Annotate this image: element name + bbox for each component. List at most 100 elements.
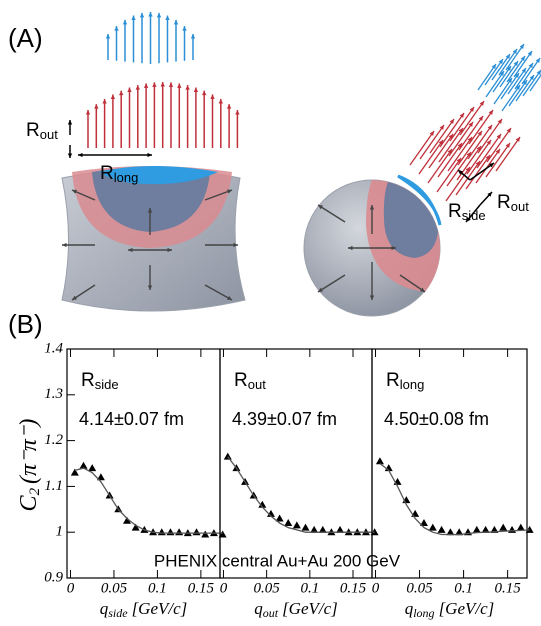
y-tick-label: 0.9 [44, 569, 63, 585]
arrow-head [466, 217, 471, 222]
arrow [521, 57, 541, 85]
arrow-head [519, 44, 524, 49]
y-tick-label: 1.2 [44, 432, 63, 448]
data-point [375, 457, 384, 465]
radius-label: Rout [234, 370, 266, 392]
radius-main: R [81, 370, 95, 391]
data-point [88, 464, 97, 472]
data-point [122, 516, 131, 524]
arrow [501, 84, 521, 112]
arrow-head [128, 247, 133, 253]
arrow-head [185, 85, 190, 90]
x-label-sub: out [263, 606, 279, 620]
arrow-head [456, 158, 461, 163]
arrow [429, 118, 455, 154]
x-tick-label: 0.05 [254, 580, 281, 596]
data-point [175, 528, 184, 536]
data-point [258, 500, 267, 508]
arrow [493, 77, 513, 105]
arrow [204, 189, 233, 201]
arrow-head [466, 152, 471, 157]
arrow-head [210, 94, 215, 99]
arrow [71, 284, 96, 301]
arrow-head [458, 170, 463, 175]
arrow [486, 127, 512, 163]
arrow-head [528, 63, 533, 68]
arrow-head [535, 58, 540, 63]
inner-zone [383, 182, 438, 258]
arrow [485, 70, 505, 98]
arrow [457, 130, 483, 166]
arrow-head [156, 12, 162, 18]
data-point [499, 523, 508, 531]
arrow [485, 142, 511, 178]
x-axis-label: qlong [GeV/c] [405, 599, 495, 620]
plot-frame [371, 348, 528, 579]
data-point [446, 528, 455, 536]
arrow-head [506, 66, 511, 71]
data-point [428, 523, 437, 531]
arrow-head [489, 163, 494, 168]
arrow [459, 100, 485, 136]
arrow-head [78, 152, 83, 158]
data-point [301, 523, 310, 531]
y-tick-label: 1 [56, 524, 64, 540]
arrow [491, 53, 511, 81]
arrow-head [475, 161, 480, 166]
y-tick-label: 1.3 [44, 386, 63, 402]
arrow-head [486, 140, 491, 145]
x-label-sub: long [413, 606, 434, 620]
arrow-head [513, 61, 518, 66]
x-tick-label: 0.15 [495, 580, 522, 596]
arrow-head [102, 98, 107, 104]
radius-label: Rside [81, 370, 119, 392]
arrow-head [135, 85, 140, 90]
arrow [467, 124, 493, 160]
arrow [477, 118, 503, 154]
fit-line [74, 467, 223, 534]
arrow-head [479, 101, 484, 106]
arrow [508, 79, 528, 107]
arrow-head [485, 155, 490, 160]
data-point [79, 461, 88, 469]
arrow [522, 69, 541, 97]
x-label-rest: [GeV/c] [282, 599, 338, 618]
arrow-head [369, 295, 375, 300]
y-tick-label: 1.4 [44, 340, 63, 356]
arrow-head [227, 295, 232, 300]
diagram [61, 12, 541, 317]
arrow-head [72, 189, 77, 194]
data-point [192, 528, 201, 536]
arrow-head [177, 83, 182, 88]
arrow [409, 130, 435, 166]
radius-value: 4.39±0.07 fm [232, 409, 337, 429]
arrow-head [119, 90, 124, 96]
x-tick-label: 0.15 [340, 580, 367, 596]
x-label-main: q [405, 599, 414, 618]
data-point [284, 519, 293, 527]
arrow [475, 148, 501, 184]
arrow [515, 74, 535, 102]
radius-sub: side [95, 377, 119, 392]
x-tick-label: 0.1 [300, 580, 319, 596]
arrow-head [529, 75, 534, 80]
arrow-head [521, 68, 526, 73]
arrow [507, 67, 527, 95]
arrow-head [173, 19, 179, 25]
arrow [513, 50, 533, 78]
arrow-head [148, 12, 153, 17]
arrow-head [520, 56, 525, 61]
arrow-head [495, 149, 500, 154]
data-point [96, 473, 105, 481]
x-label-main: q [254, 599, 263, 618]
x-label-main: q [100, 599, 109, 618]
x-tick-label: 0.15 [188, 580, 215, 596]
radius-main: R [386, 370, 400, 391]
arrow-head [487, 125, 492, 130]
arrow-head [469, 107, 474, 112]
arrow [317, 204, 346, 223]
arrow-head [160, 82, 165, 87]
arrow-head [449, 119, 454, 124]
data-point [472, 525, 481, 533]
arrow [465, 154, 491, 190]
